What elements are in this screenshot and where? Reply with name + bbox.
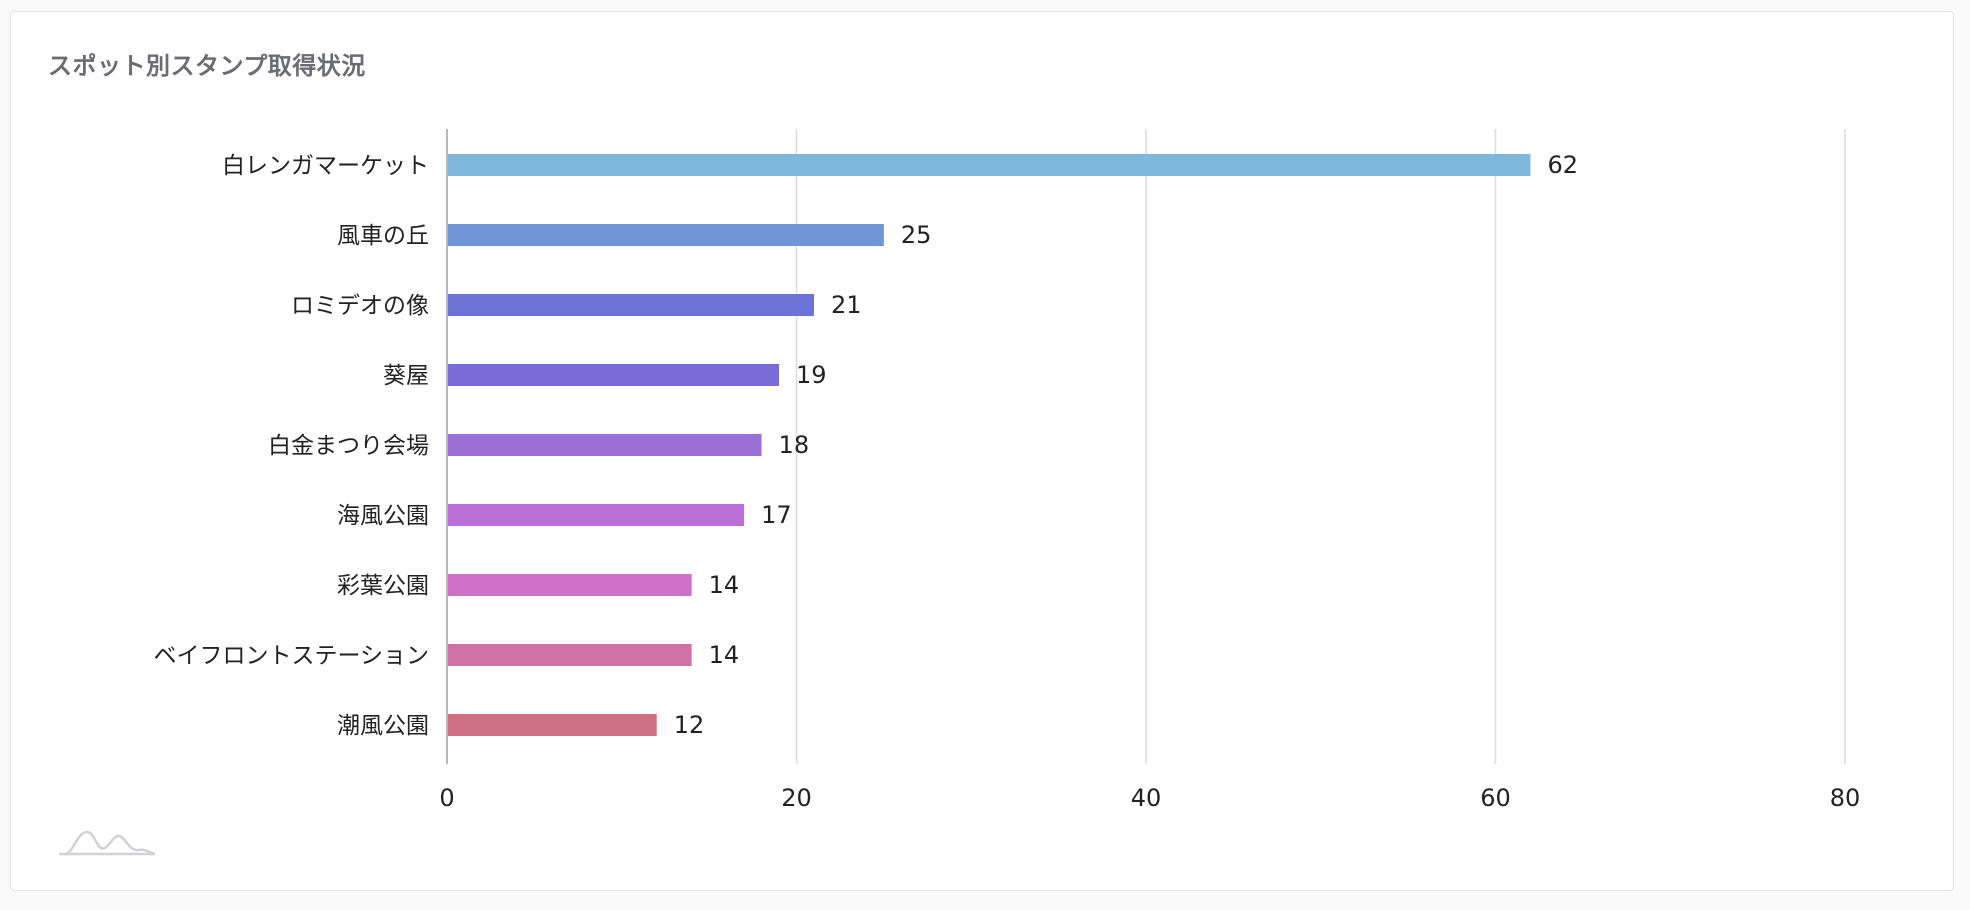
y-category-label: 葵屋: [383, 363, 429, 389]
bar[interactable]: [447, 224, 884, 246]
bar[interactable]: [447, 574, 692, 596]
y-category-label: 白金まつり会場: [268, 433, 429, 459]
chart-logo-icon: [59, 830, 156, 856]
x-tick-label: 0: [439, 784, 454, 812]
y-category-label: ロミデオの像: [291, 293, 429, 319]
y-category-label: 彩葉公園: [337, 573, 429, 599]
bar-value-label: 19: [796, 361, 827, 389]
bar-value-label: 17: [761, 501, 792, 529]
bar-value-label: 14: [709, 641, 740, 669]
bar[interactable]: [447, 154, 1531, 176]
y-category-label: 潮風公園: [337, 713, 429, 739]
bar-value-label: 21: [831, 291, 862, 319]
y-category-label: 海風公園: [337, 503, 429, 529]
x-tick-label: 80: [1830, 784, 1861, 812]
bar-chart: 0 20 40 60 80 白レンガマーケット 62 風車の丘 25 ロミデオの像 21 葵屋 19 白金…: [153, 129, 1861, 812]
y-category-label: 白レンガマーケット: [222, 153, 429, 179]
chart-title: スポット別スタンプ取得状況: [48, 52, 366, 80]
bar[interactable]: [447, 434, 762, 456]
y-category-label: 風車の丘: [337, 223, 429, 249]
bar[interactable]: [447, 364, 780, 386]
bar-value-label: 14: [709, 571, 740, 599]
bar[interactable]: [447, 714, 657, 736]
bar-value-label: 18: [779, 431, 810, 459]
x-tick-label: 60: [1480, 784, 1511, 812]
y-category-label: ベイフロントステーション: [153, 643, 429, 669]
bar[interactable]: [447, 644, 692, 666]
bar-value-label: 25: [901, 221, 932, 249]
bar[interactable]: [447, 504, 745, 526]
bar-value-label: 12: [674, 711, 705, 739]
bar[interactable]: [447, 294, 814, 316]
x-tick-label: 40: [1131, 784, 1162, 812]
chart-card: スポット別スタンプ取得状況 0 20 40 60 80 白レンガマーケット 62 風車の丘 25…: [10, 11, 1954, 891]
x-tick-label: 20: [781, 784, 812, 812]
bar-value-label: 62: [1547, 151, 1578, 179]
